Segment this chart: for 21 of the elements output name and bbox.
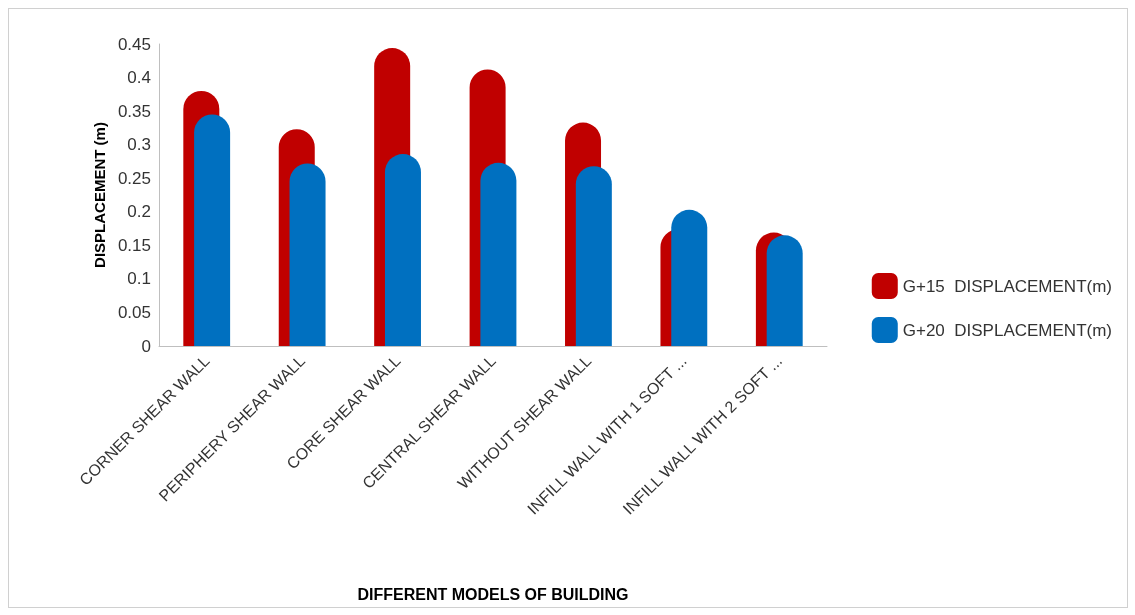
y-tick-label: 0.45 [117, 34, 151, 54]
bar [194, 114, 231, 346]
bar [766, 235, 803, 346]
y-tick-label: 0 [141, 336, 151, 356]
y-tick-label: 0.2 [127, 202, 151, 222]
y-tick-label: 0.05 [117, 302, 151, 322]
x-axis-title: DIFFERENT MODELS OF BUILDING [357, 585, 629, 603]
legend-label: G+15 DISPLACEMENT(m) [902, 276, 1113, 296]
y-tick-label: 0.3 [127, 135, 151, 155]
bar [671, 209, 708, 346]
legend-label: G+20 DISPLACEMENT(m) [902, 320, 1113, 340]
y-axis-title: DISPLACEMENT (m) [91, 122, 109, 268]
y-tick-label: 0.15 [117, 235, 151, 255]
y-tick-label: 0.35 [117, 101, 151, 121]
y-tick-label: 0.4 [127, 68, 151, 88]
bar [480, 162, 517, 346]
bar [384, 154, 421, 346]
y-tick-label: 0.25 [117, 168, 151, 188]
bar [575, 166, 612, 346]
bar [289, 163, 326, 346]
y-tick-label: 0.1 [127, 269, 151, 289]
